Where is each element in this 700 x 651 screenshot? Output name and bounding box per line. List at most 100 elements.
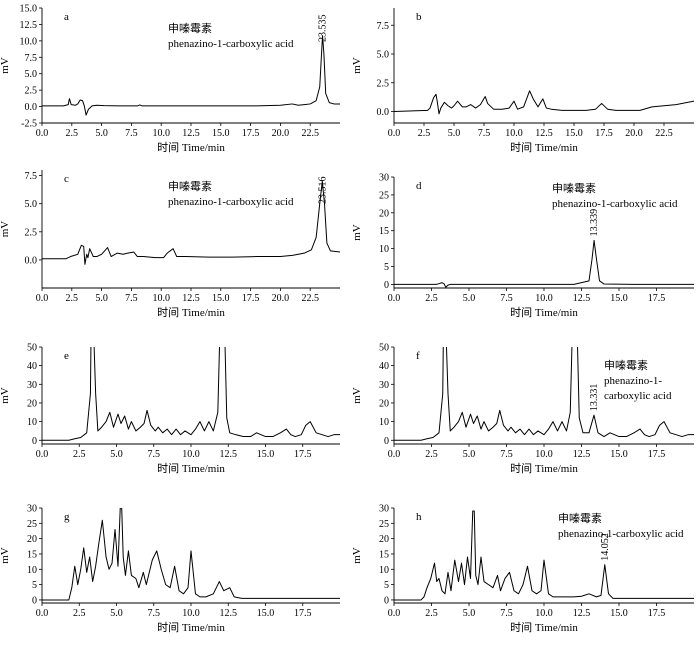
peak-retention-label: 13.339 (589, 209, 600, 237)
y-tick-label: 20 (379, 534, 389, 545)
x-tick-label: 2.5 (66, 128, 79, 139)
y-axis-title: mV (0, 57, 11, 74)
annotation-line: phenazino-1-carboxylic acid (168, 38, 294, 50)
x-tick-label: 17.5 (648, 608, 666, 619)
y-tick-label: 2.5 (25, 227, 38, 238)
y-tick-label: 10 (379, 565, 389, 576)
x-tick-label: 5.0 (448, 128, 461, 139)
y-tick-label: 50 (379, 343, 389, 354)
y-tick-label: 5.0 (25, 199, 38, 210)
x-tick-label: 7.5 (125, 128, 138, 139)
y-axis-title: mV (351, 387, 363, 404)
panel-letter: b (416, 11, 422, 23)
x-tick-label: 17.5 (648, 449, 666, 460)
y-tick-label: 15 (379, 226, 389, 237)
x-axis-title: 时间 Time/min (157, 621, 225, 634)
annotation-line: 申嗪霉素 (168, 22, 212, 35)
x-tick-label: 7.5 (148, 608, 161, 619)
x-tick-label: 17.5 (242, 128, 260, 139)
x-tick-label: 12.5 (573, 608, 591, 619)
x-tick-label: 15.0 (610, 608, 628, 619)
y-tick-label: 30 (27, 380, 37, 391)
x-tick-label: 5.0 (463, 449, 476, 460)
x-tick-label: 2.5 (425, 449, 438, 460)
x-tick-label: 0.0 (388, 608, 401, 619)
y-axis-title: mV (351, 547, 363, 564)
y-tick-label: 20 (379, 398, 389, 409)
x-tick-label: 7.5 (125, 293, 138, 304)
y-tick-label: 0 (32, 595, 37, 606)
x-tick-label: 15.0 (212, 293, 230, 304)
x-tick-label: 17.5 (595, 128, 613, 139)
x-axis-title: 时间 Time/min (510, 306, 578, 319)
peak-retention-label: 14.052 (600, 533, 611, 561)
peak-retention-label: 23.535 (318, 15, 329, 43)
y-tick-label: 10 (27, 417, 37, 428)
x-tick-label: 17.5 (242, 293, 260, 304)
chromatogram-trace (394, 239, 694, 288)
x-tick-label: 22.5 (655, 128, 673, 139)
x-axis-title: 时间 Time/min (510, 141, 578, 154)
y-tick-label: 10.0 (20, 36, 38, 47)
y-tick-label: 50 (27, 343, 37, 354)
x-tick-label: 15.0 (565, 128, 583, 139)
y-tick-label: 15 (379, 549, 389, 560)
x-tick-label: 15.0 (610, 449, 628, 460)
x-tick-label: 12.5 (182, 293, 200, 304)
annotation-line: carboxylic acid (604, 390, 672, 402)
x-tick-label: 12.5 (220, 449, 238, 460)
x-tick-label: 10.0 (535, 293, 553, 304)
y-tick-label: 10 (379, 417, 389, 428)
panel-e: 0.0 2.5 5.0 7.5 10.0 12.5 15.0 17.5 0 10 20 30 40 50 时… (0, 343, 340, 475)
x-tick-label: 2.5 (425, 293, 438, 304)
chromatogram-trace (394, 510, 694, 601)
x-tick-label: 5.0 (463, 608, 476, 619)
x-tick-label: 15.0 (257, 608, 275, 619)
x-tick-label: 10.0 (182, 608, 200, 619)
chromatogram-trace (394, 90, 694, 115)
y-tick-label: 7.5 (25, 53, 38, 64)
chromatogram-trace (42, 347, 340, 441)
y-tick-label: 15.0 (20, 4, 38, 15)
peak-retention-label: 23.516 (317, 177, 328, 205)
annotation-line: 申嗪霉素 (604, 359, 648, 372)
panel-h: 0.0 2.5 5.0 7.5 10.0 12.5 15.0 17.5 0 5 10 15 20 25 30… (351, 504, 694, 634)
x-tick-label: 7.5 (500, 449, 513, 460)
peak-retention-label: 13.331 (589, 384, 600, 412)
chromatogram-trace (42, 508, 340, 601)
panel-letter: d (416, 180, 422, 192)
x-axis-title: 时间 Time/min (157, 462, 225, 475)
y-tick-label: 5.0 (25, 69, 38, 80)
x-tick-label: 7.5 (478, 128, 491, 139)
y-tick-label: 2.5 (377, 78, 390, 89)
x-tick-label: 0.0 (36, 128, 49, 139)
annotation-line: 申嗪霉素 (552, 182, 596, 195)
x-tick-label: 0.0 (388, 293, 401, 304)
x-tick-label: 10.0 (152, 128, 170, 139)
compound-annotation: 申嗪霉素 phenazino-1-carboxylic acid (168, 22, 294, 50)
x-tick-label: 5.0 (110, 449, 123, 460)
x-tick-label: 5.0 (95, 128, 108, 139)
panel-d: 0.0 2.5 5.0 7.5 10.0 12.5 15.0 17.5 0 5 10 15 20 25 30… (351, 173, 694, 319)
panel-letter: f (416, 350, 420, 362)
x-tick-label: 17.5 (648, 293, 666, 304)
x-tick-label: 15.0 (257, 449, 275, 460)
y-axis-title: mV (0, 547, 11, 564)
x-tick-label: 12.5 (573, 293, 591, 304)
x-tick-label: 12.5 (535, 128, 553, 139)
y-tick-label: 30 (27, 504, 37, 515)
y-tick-label: 12.5 (20, 20, 38, 31)
y-tick-label: 20 (27, 534, 37, 545)
y-tick-label: -2.5 (21, 119, 37, 130)
x-tick-label: 5.0 (463, 293, 476, 304)
x-tick-label: 20.0 (272, 128, 290, 139)
x-tick-label: 0.0 (388, 128, 401, 139)
panel-g: 0.0 2.5 5.0 7.5 10.0 12.5 15.0 17.5 0 5 10 15 20 25 30… (0, 504, 340, 634)
y-tick-label: 20 (27, 398, 37, 409)
annotation-line: phenazino-1- (604, 375, 662, 387)
y-tick-label: 25 (379, 519, 389, 530)
x-tick-label: 5.0 (110, 608, 123, 619)
x-tick-label: 2.5 (73, 449, 86, 460)
y-tick-label: 20 (379, 208, 389, 219)
